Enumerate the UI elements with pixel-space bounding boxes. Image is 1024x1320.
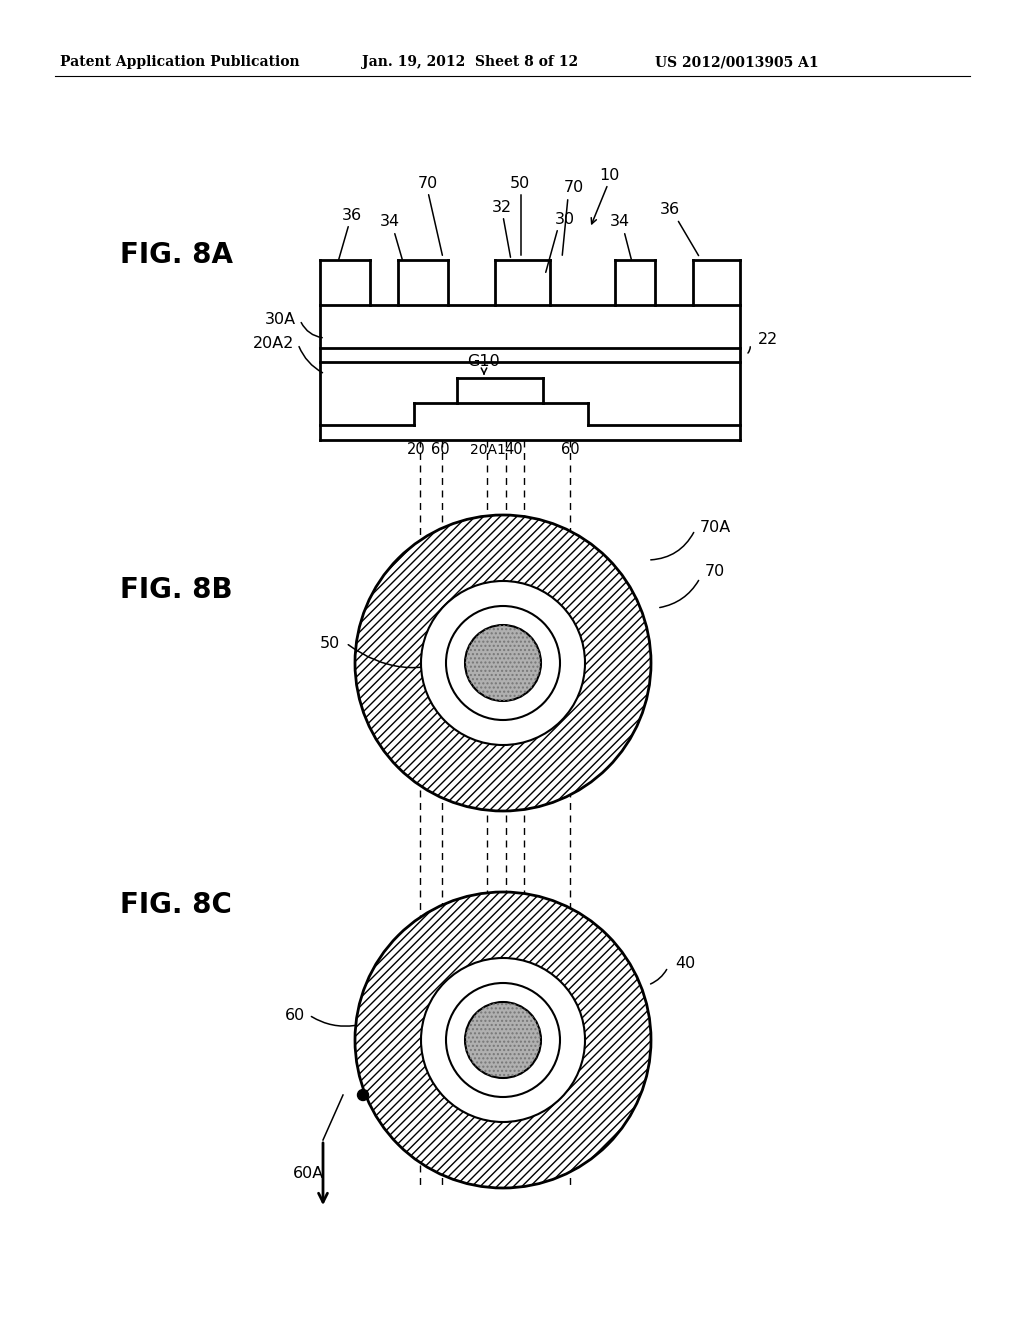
Text: 50: 50 [510, 176, 530, 190]
Text: 70A: 70A [700, 520, 731, 535]
Circle shape [421, 958, 585, 1122]
Text: 60A: 60A [293, 1166, 324, 1180]
Text: 60: 60 [431, 442, 450, 458]
Text: 34: 34 [380, 214, 400, 230]
Text: 36: 36 [342, 207, 362, 223]
Circle shape [446, 983, 560, 1097]
Text: 34: 34 [610, 214, 630, 230]
Text: Patent Application Publication: Patent Application Publication [60, 55, 300, 69]
Text: 36: 36 [659, 202, 680, 218]
Text: 22: 22 [758, 333, 778, 347]
Text: FIG. 8A: FIG. 8A [120, 242, 233, 269]
Circle shape [355, 515, 651, 810]
Text: 70: 70 [705, 565, 725, 579]
Text: 70: 70 [564, 181, 584, 195]
Text: 70: 70 [418, 176, 438, 190]
Circle shape [465, 624, 541, 701]
Text: 20A2: 20A2 [253, 337, 294, 351]
Text: FIG. 8C: FIG. 8C [120, 891, 231, 919]
Text: 50: 50 [319, 635, 340, 651]
Text: 60: 60 [561, 442, 580, 458]
Text: US 2012/0013905 A1: US 2012/0013905 A1 [655, 55, 818, 69]
Text: G10: G10 [468, 355, 501, 370]
Text: 20: 20 [407, 442, 425, 458]
Text: 32: 32 [492, 199, 512, 214]
Text: Jan. 19, 2012  Sheet 8 of 12: Jan. 19, 2012 Sheet 8 of 12 [362, 55, 579, 69]
Text: 40: 40 [505, 442, 523, 458]
Circle shape [357, 1089, 369, 1101]
Circle shape [421, 581, 585, 744]
Text: 60: 60 [285, 1007, 305, 1023]
Text: 30A: 30A [265, 313, 296, 327]
Text: 40: 40 [675, 956, 695, 970]
Text: 10: 10 [599, 168, 620, 182]
Circle shape [446, 606, 560, 719]
Circle shape [465, 1002, 541, 1078]
Text: 30: 30 [555, 213, 575, 227]
Text: FIG. 8B: FIG. 8B [120, 576, 232, 605]
Text: 20A1: 20A1 [470, 444, 506, 457]
Circle shape [355, 892, 651, 1188]
